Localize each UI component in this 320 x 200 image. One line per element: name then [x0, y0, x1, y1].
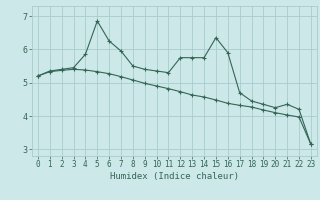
- X-axis label: Humidex (Indice chaleur): Humidex (Indice chaleur): [110, 172, 239, 181]
